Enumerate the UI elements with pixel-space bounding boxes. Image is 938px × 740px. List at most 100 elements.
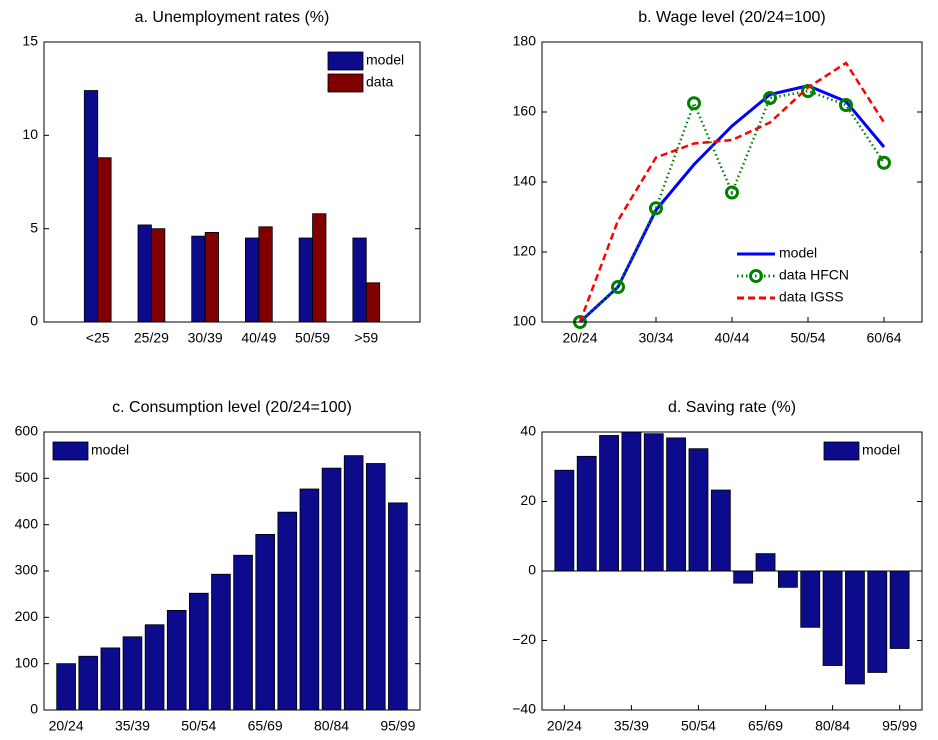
bar (343, 455, 364, 711)
bar (643, 433, 664, 572)
y-tick-label: 140 (513, 173, 537, 189)
y-tick-label: 0 (30, 313, 38, 329)
bar (388, 502, 408, 711)
bar (889, 570, 910, 649)
legend-marker (749, 269, 763, 283)
x-tick-label: >59 (354, 330, 378, 346)
y-tick-label: −20 (512, 631, 536, 647)
x-tick-label: 40/49 (241, 330, 276, 346)
bar (137, 224, 152, 323)
x-tick-label: 20/24 (562, 330, 597, 346)
x-tick-label: 95/99 (380, 718, 415, 734)
chart-title: a. Unemployment rates (%) (135, 9, 330, 26)
x-tick-label: 65/69 (248, 718, 283, 734)
bar (666, 437, 687, 572)
x-tick-label: 20/24 (49, 718, 84, 734)
bar (755, 553, 776, 572)
axes-box (541, 41, 923, 323)
legend-label: data IGSS (779, 289, 844, 305)
y-tick-label: 160 (513, 103, 537, 119)
marker (611, 280, 625, 294)
y-tick-label: 100 (513, 313, 537, 329)
bar (845, 570, 865, 685)
x-tick-label: 35/39 (614, 718, 649, 734)
bar (211, 573, 231, 711)
bar (298, 237, 313, 323)
bar (365, 282, 381, 323)
bar (599, 435, 619, 572)
bar (352, 237, 367, 323)
y-tick-label: 180 (513, 33, 537, 49)
bar (78, 655, 99, 711)
bar (245, 237, 260, 323)
bar (800, 570, 821, 628)
marker (877, 155, 891, 170)
bar (777, 570, 798, 588)
bar (166, 609, 187, 711)
bar (822, 570, 843, 666)
bar (83, 90, 99, 323)
x-tick-label: 80/84 (314, 718, 349, 734)
marker (725, 185, 739, 200)
bar (312, 213, 327, 323)
bar (554, 469, 575, 572)
line (579, 89, 886, 323)
x-tick-label: 50/54 (790, 330, 825, 346)
y-tick-label: 600 (15, 423, 39, 439)
marker (839, 98, 853, 112)
y-tick-label: 0 (528, 562, 536, 578)
bar (122, 636, 143, 711)
y-tick-label: 500 (15, 469, 39, 485)
bar (258, 226, 273, 323)
marker (687, 96, 701, 111)
x-tick-label: 50/59 (295, 330, 330, 346)
axes-box (541, 431, 923, 711)
x-tick-label: 30/39 (188, 330, 223, 346)
bar (321, 467, 342, 711)
x-tick-label: 65/69 (748, 718, 783, 734)
y-tick-label: 15 (22, 33, 38, 49)
legend-label: data HFCN (779, 267, 849, 283)
bar (710, 489, 731, 572)
x-tick-label: 20/24 (547, 718, 582, 734)
chart-title: b. Wage level (20/24=100) (638, 9, 826, 26)
y-tick-label: 10 (22, 126, 38, 142)
bar (97, 157, 112, 323)
legend-label: model (366, 52, 404, 68)
bar (100, 647, 121, 711)
y-tick-label: 40 (520, 423, 536, 439)
x-tick-label: 30/34 (638, 330, 673, 346)
x-tick-label: <25 (86, 330, 110, 346)
bar (189, 592, 209, 711)
x-tick-label: 80/84 (815, 718, 850, 734)
bar (621, 431, 642, 572)
line (578, 61, 886, 323)
y-tick-label: 5 (30, 219, 38, 235)
x-tick-label: 40/44 (714, 330, 749, 346)
y-tick-label: 20 (520, 492, 536, 508)
legend-swatch (327, 73, 364, 93)
x-tick-label: 95/99 (882, 718, 917, 734)
axes-box (43, 431, 421, 711)
marker (763, 91, 777, 105)
marker (649, 201, 663, 216)
bar (576, 455, 597, 572)
legend-swatch (823, 441, 860, 461)
bar (56, 663, 76, 711)
axes-box (43, 41, 421, 323)
bar (299, 488, 320, 711)
y-tick-label: 300 (15, 562, 39, 578)
y-tick-label: −40 (512, 701, 536, 717)
y-tick-label: 400 (15, 515, 39, 531)
line (578, 84, 886, 324)
bar (191, 235, 206, 323)
chart-title: c. Consumption level (20/24=100) (112, 399, 352, 416)
bar (233, 554, 253, 711)
x-tick-label: 50/54 (681, 718, 716, 734)
x-tick-label: 25/29 (134, 330, 169, 346)
bar (151, 228, 166, 323)
bar (688, 448, 709, 572)
y-tick-label: 0 (30, 701, 38, 717)
legend-swatch (52, 441, 89, 461)
